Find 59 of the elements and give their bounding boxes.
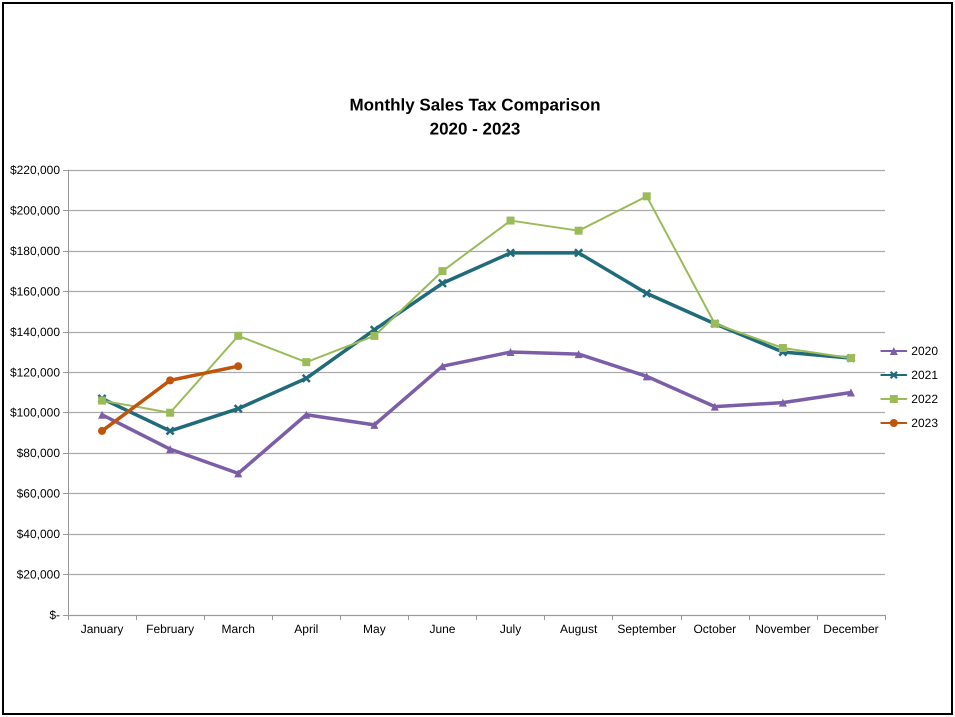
point [642, 288, 652, 298]
point [166, 376, 174, 384]
point [98, 410, 106, 419]
y-tick-label: $100,000 [10, 406, 60, 420]
y-tick-label: $200,000 [10, 203, 60, 218]
legend-label: 2022 [911, 392, 938, 406]
point [846, 388, 855, 396]
point [234, 404, 243, 414]
chart-title: Monthly Sales Tax Comparison 2020 - 2023 [350, 96, 600, 138]
point [574, 248, 584, 258]
x-tick-label: June [429, 622, 456, 636]
point [98, 396, 106, 405]
x-tick-label: September [617, 622, 676, 636]
point [710, 402, 719, 411]
y-tick-label: $140,000 [10, 324, 60, 339]
legend-label: 2020 [911, 344, 938, 358]
point [166, 408, 174, 417]
y-tick-label: $120,000 [10, 365, 60, 380]
point [234, 362, 242, 370]
x-tick-label: February [146, 622, 194, 636]
point [506, 216, 515, 225]
y-tick-label: $- [49, 608, 60, 622]
point [98, 426, 106, 435]
point [166, 445, 174, 454]
x-tick-label: July [500, 622, 522, 636]
point [370, 420, 378, 429]
x-tick-label: March [222, 622, 255, 636]
x-tick-label: April [294, 622, 318, 636]
legend-label: 2021 [911, 368, 938, 382]
point [506, 248, 516, 258]
point [438, 267, 446, 276]
point [166, 426, 175, 436]
x-tick-label: October [693, 622, 736, 636]
point [642, 372, 651, 380]
x-tick-label: December [823, 622, 879, 636]
point [778, 398, 787, 407]
y-tick-label: $20,000 [16, 568, 60, 582]
point [574, 350, 583, 358]
x-tick-label: May [363, 622, 386, 636]
y-tick-label: $60,000 [16, 486, 60, 501]
point [438, 278, 447, 288]
y-tick-label: $80,000 [16, 446, 60, 460]
point [778, 344, 787, 352]
point [642, 192, 651, 200]
x-tick-label: January [80, 622, 124, 636]
y-tick-label: $180,000 [10, 244, 60, 258]
point [302, 358, 310, 366]
point [506, 348, 515, 356]
point [574, 226, 583, 235]
point [234, 332, 242, 340]
y-tick-label: $40,000 [16, 527, 60, 542]
point [234, 469, 242, 478]
legend-label: 2023 [911, 416, 938, 430]
x-tick-label: August [560, 622, 598, 636]
x-tick-label: November [755, 622, 811, 636]
y-tick-label: $160,000 [10, 284, 60, 298]
point [370, 332, 378, 340]
point [302, 374, 311, 383]
y-tick-label: $220,000 [10, 163, 60, 177]
